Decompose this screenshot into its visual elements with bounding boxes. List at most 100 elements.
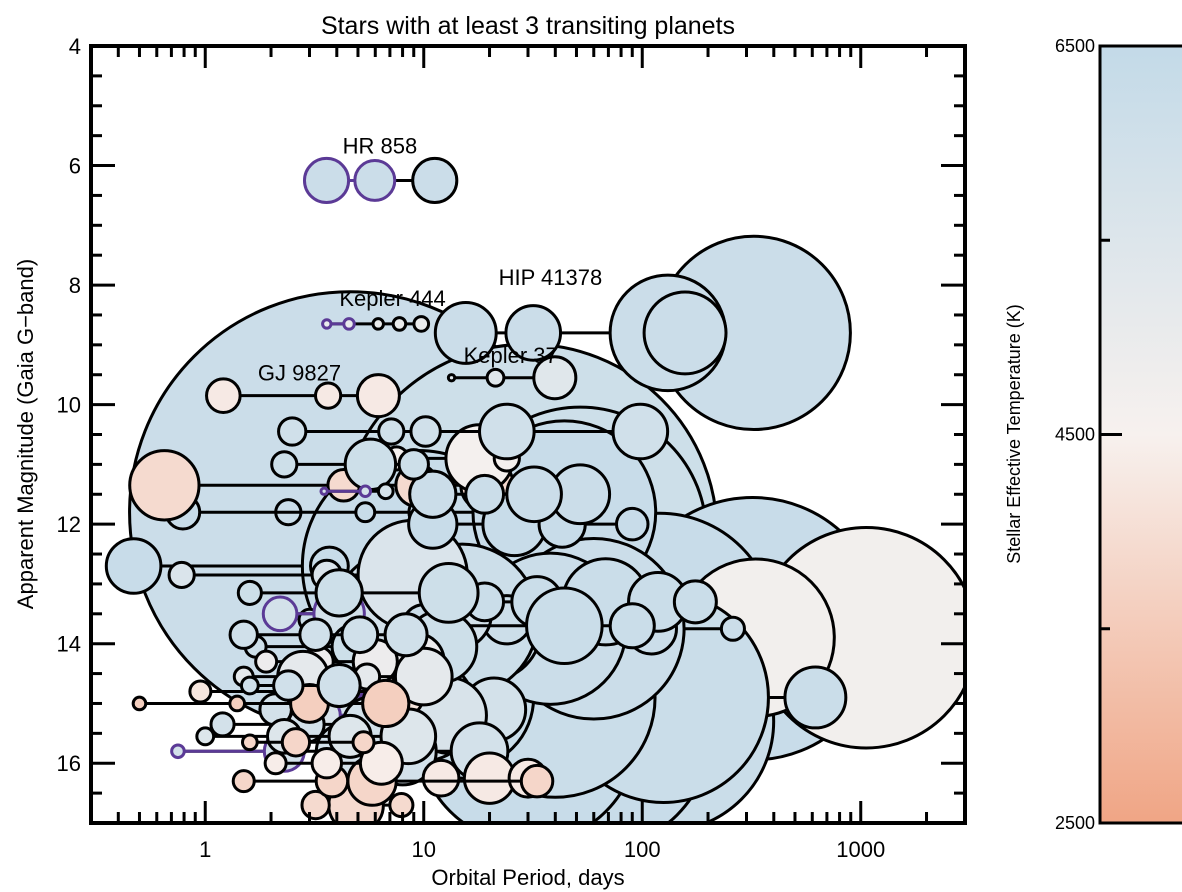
planet-point [504,304,563,362]
cb-tick-label: 4500 [1055,425,1095,445]
planet-point [358,740,404,786]
plot-area [104,156,965,823]
x-tick-label: 1 [199,837,211,862]
planet-point [408,469,458,519]
planet-system [321,315,431,333]
chart-title: Stars with at least 3 transiting planets [321,12,735,40]
planet-point [371,317,385,331]
planet-system [236,561,480,624]
y-tick-label: 12 [57,512,81,537]
planet-point [188,679,213,704]
colorbar-label: Stellar Effective Temperature (K) [1004,304,1024,563]
annotation-label: Kepler 37 [464,343,558,368]
planet-point [170,743,186,760]
planet-point [205,377,242,414]
planet-point [672,579,718,625]
planet-system [302,156,459,205]
planet-point [412,315,431,333]
planet-point [358,484,373,499]
planet-point [409,415,442,448]
planet-point [314,568,364,618]
planet-point [397,448,430,481]
planet-point [383,612,429,658]
planet-point [354,501,377,524]
planet-point [310,747,344,780]
planet-point [321,318,333,330]
planet-point [377,417,406,446]
planet-point [351,730,376,755]
y-tick-label: 4 [69,34,81,59]
systems-layer [104,156,965,823]
planet-point [608,602,656,650]
planet-point [270,450,299,479]
planet-point [261,595,299,633]
planet-point [298,617,333,652]
x-axis-label: Orbital Period, days [431,865,624,890]
planet-point [478,402,536,461]
planet-point [376,482,395,501]
planet-point [300,789,331,821]
planet-point [421,758,461,798]
annotations-layer: HR 858 Kepler 444 HIP 41378 GJ 9827 Kepler 3… [258,134,602,386]
y-tick-label: 8 [69,273,81,298]
y-tick-label: 6 [69,154,81,179]
planet-system [239,663,362,709]
x-tick-label: 10 [412,837,436,862]
annotation-label: GJ 9827 [258,361,341,386]
planet-point [228,619,259,650]
planet-system [228,612,429,658]
planet-point [532,355,578,401]
planet-point [277,416,308,447]
planet-point [485,367,506,388]
planet-point [240,733,259,752]
colorbar-ticks: 2500 4500 6500 [1055,36,1122,833]
planet-point [239,675,260,696]
planet-point [411,156,459,205]
y-tick-label: 14 [57,632,81,657]
planet-system [401,586,656,666]
planet-point [391,316,408,332]
planet-point [611,402,670,461]
planet-point [104,537,163,595]
planet-point [505,465,563,524]
planet-point [719,615,746,642]
axes-layer: 1 10 100 1000 4 6 8 10 12 14 16 [57,34,967,862]
planet-point [417,561,480,624]
planet-point [525,586,604,666]
planet-system [277,402,670,461]
planet-point [615,506,650,542]
planet-system [263,740,404,786]
planet-point [167,560,196,590]
planet-point [319,486,329,496]
x-tick-label: 1000 [836,837,885,862]
colorbar: 2500 4500 6500 Stellar Effective Temperatu… [1004,36,1182,833]
planet-point [642,290,728,376]
annotation-label: Kepler 444 [339,286,445,311]
planet-point [280,727,312,758]
planet-system [319,482,395,501]
planet-system [421,751,549,805]
planet-system [446,355,578,401]
planet-system [270,437,430,492]
planet-point [342,317,356,331]
planet-point [446,373,457,383]
planet-system [205,373,401,419]
cb-tick-label: 2500 [1055,813,1095,833]
planet-point [302,156,351,205]
planet-point [783,665,848,730]
planet-point [519,763,555,799]
planet-system [240,727,376,758]
planet-point [316,663,362,709]
annotation-label: HIP 41378 [499,265,603,290]
planet-point [353,159,397,202]
planet-point [228,694,247,713]
planet-point [236,579,263,606]
planet-point [128,449,201,522]
planet-point [464,473,506,515]
planet-point [254,649,279,674]
planet-system [433,234,852,431]
planet-point [462,751,517,805]
planet-point [355,373,401,419]
y-tick-label: 10 [57,393,81,418]
